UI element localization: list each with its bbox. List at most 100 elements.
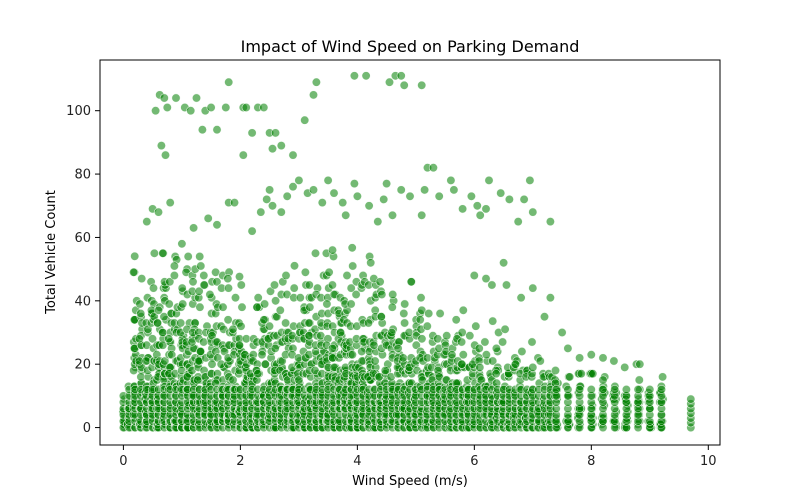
data-point	[349, 71, 359, 81]
data-point	[346, 299, 356, 309]
data-point	[164, 334, 174, 344]
data-point	[528, 207, 538, 217]
data-point	[149, 283, 159, 293]
data-point	[228, 375, 238, 385]
data-point	[375, 277, 385, 287]
data-point	[224, 283, 234, 293]
data-point	[550, 365, 560, 375]
y-tick-label: 80	[74, 168, 91, 183]
data-point	[500, 324, 510, 334]
data-point	[136, 308, 146, 318]
x-tick-label: 4	[353, 454, 361, 469]
data-point	[159, 93, 169, 103]
data-point	[598, 384, 608, 394]
chart-title: Impact of Wind Speed on Parking Demand	[241, 37, 580, 56]
data-point	[393, 343, 403, 353]
data-point	[169, 261, 179, 271]
data-point	[472, 201, 482, 211]
data-point	[457, 337, 467, 347]
data-point	[165, 198, 175, 208]
data-point	[406, 277, 416, 287]
data-point	[379, 194, 389, 204]
data-point	[465, 331, 475, 341]
data-point	[160, 356, 170, 366]
data-point	[551, 384, 561, 394]
data-point	[575, 353, 585, 363]
data-point	[338, 198, 348, 208]
data-point	[224, 77, 234, 87]
data-point	[565, 372, 575, 382]
data-point	[171, 93, 181, 103]
data-point	[620, 362, 630, 372]
data-point	[545, 217, 555, 227]
data-point	[183, 252, 193, 262]
y-axis: 0 20 40 60 80 100	[66, 104, 100, 436]
data-point	[458, 204, 468, 214]
data-point	[304, 331, 314, 341]
x-axis: 0 2 4 6 8 10	[119, 445, 717, 469]
data-point	[422, 321, 432, 331]
data-point	[135, 299, 145, 309]
data-point	[203, 213, 213, 223]
x-tick-label: 8	[587, 454, 595, 469]
data-point	[535, 356, 545, 366]
data-point	[451, 315, 461, 325]
data-point	[563, 343, 573, 353]
data-point	[148, 334, 158, 344]
data-point	[364, 201, 374, 211]
data-point	[598, 375, 608, 385]
data-point	[260, 359, 270, 369]
data-point	[158, 248, 168, 258]
data-point	[586, 350, 596, 360]
data-point	[188, 277, 198, 287]
data-point	[252, 302, 262, 312]
data-point	[633, 384, 643, 394]
data-point	[563, 384, 573, 394]
data-point	[488, 356, 498, 366]
data-point	[471, 321, 481, 331]
data-point	[442, 331, 452, 341]
data-point	[294, 375, 304, 385]
data-point	[446, 175, 456, 185]
data-point	[352, 191, 362, 201]
data-point	[167, 350, 177, 360]
data-point	[645, 384, 655, 394]
data-point	[194, 286, 204, 296]
data-point	[142, 217, 152, 227]
data-point	[361, 71, 371, 81]
data-point	[598, 353, 608, 363]
data-point	[329, 188, 339, 198]
y-axis-label: Total Vehicle Count	[44, 190, 59, 315]
data-point	[457, 359, 467, 369]
data-point	[420, 185, 430, 195]
data-point	[457, 327, 467, 337]
data-point	[517, 346, 527, 356]
x-axis-label: Wind Speed (m/s)	[352, 474, 468, 489]
data-point	[259, 315, 269, 325]
data-point	[342, 270, 352, 280]
data-point	[235, 272, 245, 282]
data-point	[164, 299, 174, 309]
y-tick-label: 0	[83, 421, 91, 436]
data-point	[189, 223, 199, 233]
data-point	[481, 274, 491, 284]
data-point	[348, 261, 358, 271]
data-point	[282, 191, 292, 201]
data-point	[317, 198, 327, 208]
data-point	[259, 103, 269, 113]
data-point	[327, 280, 337, 290]
data-points	[118, 71, 696, 433]
data-point	[161, 150, 171, 160]
data-point	[257, 350, 267, 360]
data-point	[154, 305, 164, 315]
data-point	[322, 299, 332, 309]
data-point	[400, 299, 410, 309]
x-tick-label: 6	[470, 454, 478, 469]
data-point	[281, 318, 291, 328]
data-point	[137, 274, 147, 284]
data-point	[186, 106, 196, 116]
data-point	[304, 280, 314, 290]
data-point	[289, 283, 299, 293]
data-point	[176, 318, 186, 328]
data-point	[294, 175, 304, 185]
